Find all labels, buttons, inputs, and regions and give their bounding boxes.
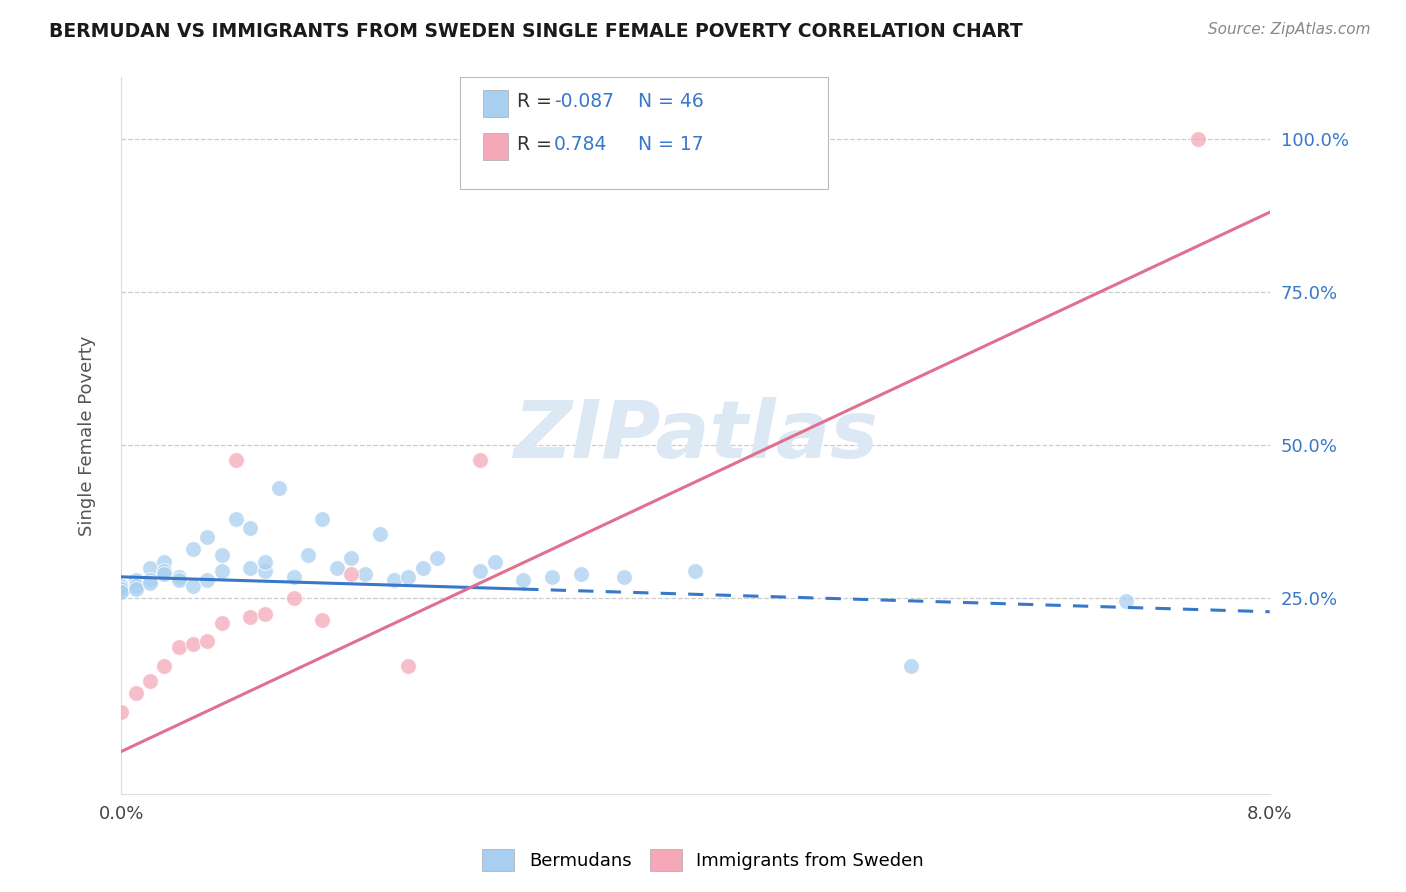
- Point: [311, 511, 333, 525]
- Point: [124, 582, 146, 596]
- Point: [139, 673, 162, 688]
- Point: [167, 573, 190, 587]
- Point: [197, 573, 219, 587]
- Text: Source: ZipAtlas.com: Source: ZipAtlas.com: [1208, 22, 1371, 37]
- Point: [283, 591, 305, 606]
- Text: -0.087: -0.087: [554, 92, 614, 111]
- Point: [181, 542, 204, 557]
- Legend: Bermudans, Immigrants from Sweden: Bermudans, Immigrants from Sweden: [475, 842, 931, 879]
- Point: [139, 573, 162, 587]
- Point: [110, 579, 132, 593]
- Point: [225, 511, 247, 525]
- Point: [340, 551, 363, 566]
- Point: [470, 564, 492, 578]
- Point: [569, 566, 592, 581]
- Point: [311, 613, 333, 627]
- Point: [368, 527, 391, 541]
- Point: [412, 560, 434, 574]
- Point: [167, 640, 190, 655]
- Point: [139, 560, 162, 574]
- Point: [283, 570, 305, 584]
- Y-axis label: Single Female Poverty: Single Female Poverty: [79, 335, 96, 536]
- Point: [167, 570, 190, 584]
- Text: N = 17: N = 17: [638, 135, 703, 153]
- Point: [396, 658, 419, 673]
- Point: [685, 564, 707, 578]
- Point: [110, 582, 132, 596]
- Point: [900, 658, 922, 673]
- Point: [325, 560, 347, 574]
- Point: [181, 637, 204, 651]
- Point: [124, 573, 146, 587]
- Point: [110, 585, 132, 599]
- Point: [297, 549, 319, 563]
- Point: [225, 453, 247, 467]
- Point: [153, 564, 176, 578]
- Point: [211, 564, 233, 578]
- Point: [1115, 594, 1137, 608]
- Point: [426, 551, 449, 566]
- Point: [253, 607, 276, 621]
- Point: [181, 579, 204, 593]
- Point: [613, 570, 636, 584]
- FancyBboxPatch shape: [460, 78, 828, 188]
- Point: [211, 549, 233, 563]
- FancyBboxPatch shape: [484, 89, 509, 117]
- Point: [512, 573, 534, 587]
- Point: [354, 566, 377, 581]
- Text: BERMUDAN VS IMMIGRANTS FROM SWEDEN SINGLE FEMALE POVERTY CORRELATION CHART: BERMUDAN VS IMMIGRANTS FROM SWEDEN SINGL…: [49, 22, 1024, 41]
- Point: [484, 555, 506, 569]
- Point: [124, 579, 146, 593]
- Point: [340, 566, 363, 581]
- Point: [541, 570, 564, 584]
- FancyBboxPatch shape: [484, 133, 509, 160]
- Text: ZIPatlas: ZIPatlas: [513, 397, 877, 475]
- Point: [197, 530, 219, 544]
- Point: [153, 658, 176, 673]
- Point: [124, 686, 146, 700]
- Point: [253, 564, 276, 578]
- Text: N = 46: N = 46: [638, 92, 704, 111]
- Point: [1187, 132, 1209, 146]
- Point: [382, 573, 405, 587]
- Point: [470, 453, 492, 467]
- Point: [269, 481, 291, 495]
- Point: [239, 609, 262, 624]
- Point: [239, 560, 262, 574]
- Point: [153, 555, 176, 569]
- Text: R =: R =: [517, 135, 564, 153]
- Point: [253, 555, 276, 569]
- Point: [139, 576, 162, 591]
- Point: [110, 705, 132, 719]
- Point: [396, 570, 419, 584]
- Point: [211, 615, 233, 630]
- Point: [239, 521, 262, 535]
- Text: 0.784: 0.784: [554, 135, 607, 153]
- Point: [153, 566, 176, 581]
- Point: [197, 634, 219, 648]
- Text: R =: R =: [517, 92, 558, 111]
